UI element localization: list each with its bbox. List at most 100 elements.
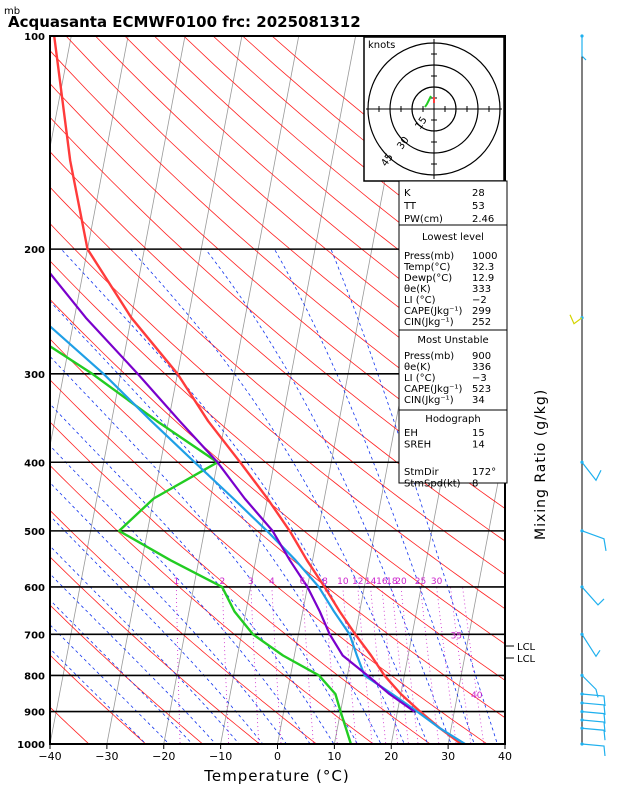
wind-barb (581, 36, 587, 61)
mixing-ratio-line (400, 586, 419, 744)
right-axis-title: Mixing Ratio (g/kg) (533, 389, 549, 540)
isotherm-line (50, 36, 186, 744)
mixing-ratio-label: 6 (300, 577, 306, 587)
most-unstable-box (398, 329, 508, 411)
table-row-label: StmSpd(kt) (404, 479, 461, 490)
dry-adiabat-line (50, 83, 505, 478)
moist-adiabat-line (205, 248, 452, 744)
mixing-ratio-line (357, 586, 373, 744)
moist-adiabat-line (50, 624, 170, 744)
wind-barb (581, 674, 599, 698)
dry-adiabat-line (50, 509, 318, 744)
dry-adiabat-line (50, 50, 505, 447)
isotherm-line (559, 36, 618, 759)
mixing-ratio-line (420, 586, 440, 744)
table-row-value: −3 (472, 373, 487, 384)
hodograph-stats-box (398, 409, 508, 484)
mixing-ratio-label: 3 (248, 577, 254, 587)
mixing-ratio-label: 8 (322, 577, 328, 587)
table-row-value: 15 (472, 428, 485, 439)
table-row-value: 34 (472, 395, 485, 406)
temperature-profile (53, 36, 462, 744)
moist-adiabat-line (274, 248, 475, 744)
mixing-ratio-label: 30 (431, 577, 443, 587)
table-row-value: 12.9 (472, 273, 494, 284)
table-row-value: 8 (472, 479, 478, 490)
dry-adiabat-line (50, 116, 505, 509)
dewpoint-profile (50, 344, 353, 744)
hodograph-title: knots (368, 40, 395, 51)
virtual-profile (50, 324, 466, 744)
temperature-tick-label: 20 (384, 750, 398, 763)
pressure-tick-label: 100 (24, 32, 45, 43)
moist-adiabat-line (130, 248, 429, 744)
moist-adiabat-line (50, 300, 382, 744)
dry-adiabat-line (65, 36, 505, 417)
moist-adiabat-line (50, 355, 358, 744)
wind-barb (581, 719, 606, 733)
wind-barb (581, 693, 606, 707)
isotherm-line (163, 36, 300, 744)
indices-panel: K 28 TT 53 PW(cm) 2.46 Lowest level Pres… (398, 180, 508, 490)
wind-barb (581, 461, 602, 482)
table-row-label: CAPE(Jkg⁻¹) (404, 384, 462, 395)
wind-barb (581, 634, 601, 658)
mixing-ratio-label: 40 (471, 691, 483, 701)
index-value: 53 (472, 201, 485, 212)
mixing-ratio-label: 16 (376, 577, 388, 587)
table-row-label: θe(K) (404, 362, 431, 373)
hodograph: knots 15 30 45 (363, 36, 505, 182)
temperature-tick-label: −10 (209, 750, 232, 763)
pressure-tick-label: 400 (24, 458, 45, 469)
hodograph-stats-header: Hodograph (425, 414, 480, 425)
pressure-tick-label: 1000 (17, 740, 45, 751)
isotherm-line (50, 36, 72, 150)
table-row-value: −2 (472, 295, 487, 306)
moist-adiabat-line (50, 599, 193, 744)
table-row-label: CIN(Jkg⁻¹) (404, 395, 454, 406)
isotherm-line (447, 443, 505, 744)
pressure-tick-label: 200 (24, 245, 45, 256)
mixing-ratio-label: 12 (352, 577, 363, 587)
moist-adiabat-line (50, 403, 335, 744)
pressure-tick-label: 300 (24, 370, 45, 381)
moist-adiabat-line (60, 248, 405, 744)
isotherm-line (0, 36, 14, 759)
wind-barb (581, 711, 606, 724)
moist-adiabat-line (330, 248, 498, 744)
wind-barb (581, 586, 605, 606)
mixing-ratio-label: 18 (386, 577, 398, 587)
y-axis-unit: mb (4, 6, 20, 17)
dry-adiabat-line (50, 604, 204, 744)
dry-adiabat-line (50, 298, 505, 681)
mixing-ratio-line (436, 586, 457, 744)
mixing-ratio-label: 10 (337, 577, 349, 587)
pressure-tick-label: 700 (24, 630, 45, 641)
most-unstable-header: Most Unstable (417, 335, 488, 346)
table-row-label: LI (°C) (404, 295, 436, 306)
table-row-label: SREH (404, 440, 431, 451)
table-row-value: 32.3 (472, 262, 494, 273)
mixing-ratio-line (381, 586, 399, 744)
dry-adiabat-line (50, 151, 505, 542)
index-label: TT (403, 201, 417, 212)
wind-barb (581, 727, 606, 741)
table-row-label: Temp(°C) (403, 262, 451, 273)
wind-barbs (569, 34, 607, 757)
lowest-level-rows: Press(mb) 1000 Temp(°C) 32.3 Dewp(°C) 12.9 θe(… (403, 251, 497, 328)
temperature-tick-label: 10 (327, 750, 341, 763)
dry-adiabat-line (50, 379, 488, 744)
wind-barb (581, 743, 606, 757)
mixing-ratio-lines (175, 586, 485, 744)
temperature-tick-label: −30 (95, 750, 118, 763)
temperature-tick-label: 0 (274, 750, 281, 763)
dry-adiabat-line (50, 421, 431, 744)
temperature-tick-labels: −40 −30 −20 −10 0 10 20 30 40 (38, 744, 512, 763)
pressure-tick-label: 800 (24, 671, 45, 682)
table-row-value: 336 (472, 362, 491, 373)
wind-barb (581, 702, 606, 716)
temperature-tick-label: 40 (498, 750, 512, 763)
mixing-ratio-label: 14 (365, 577, 377, 587)
table-row-label: LI (°C) (404, 373, 436, 384)
mixing-ratio-label: 1 (173, 577, 179, 587)
